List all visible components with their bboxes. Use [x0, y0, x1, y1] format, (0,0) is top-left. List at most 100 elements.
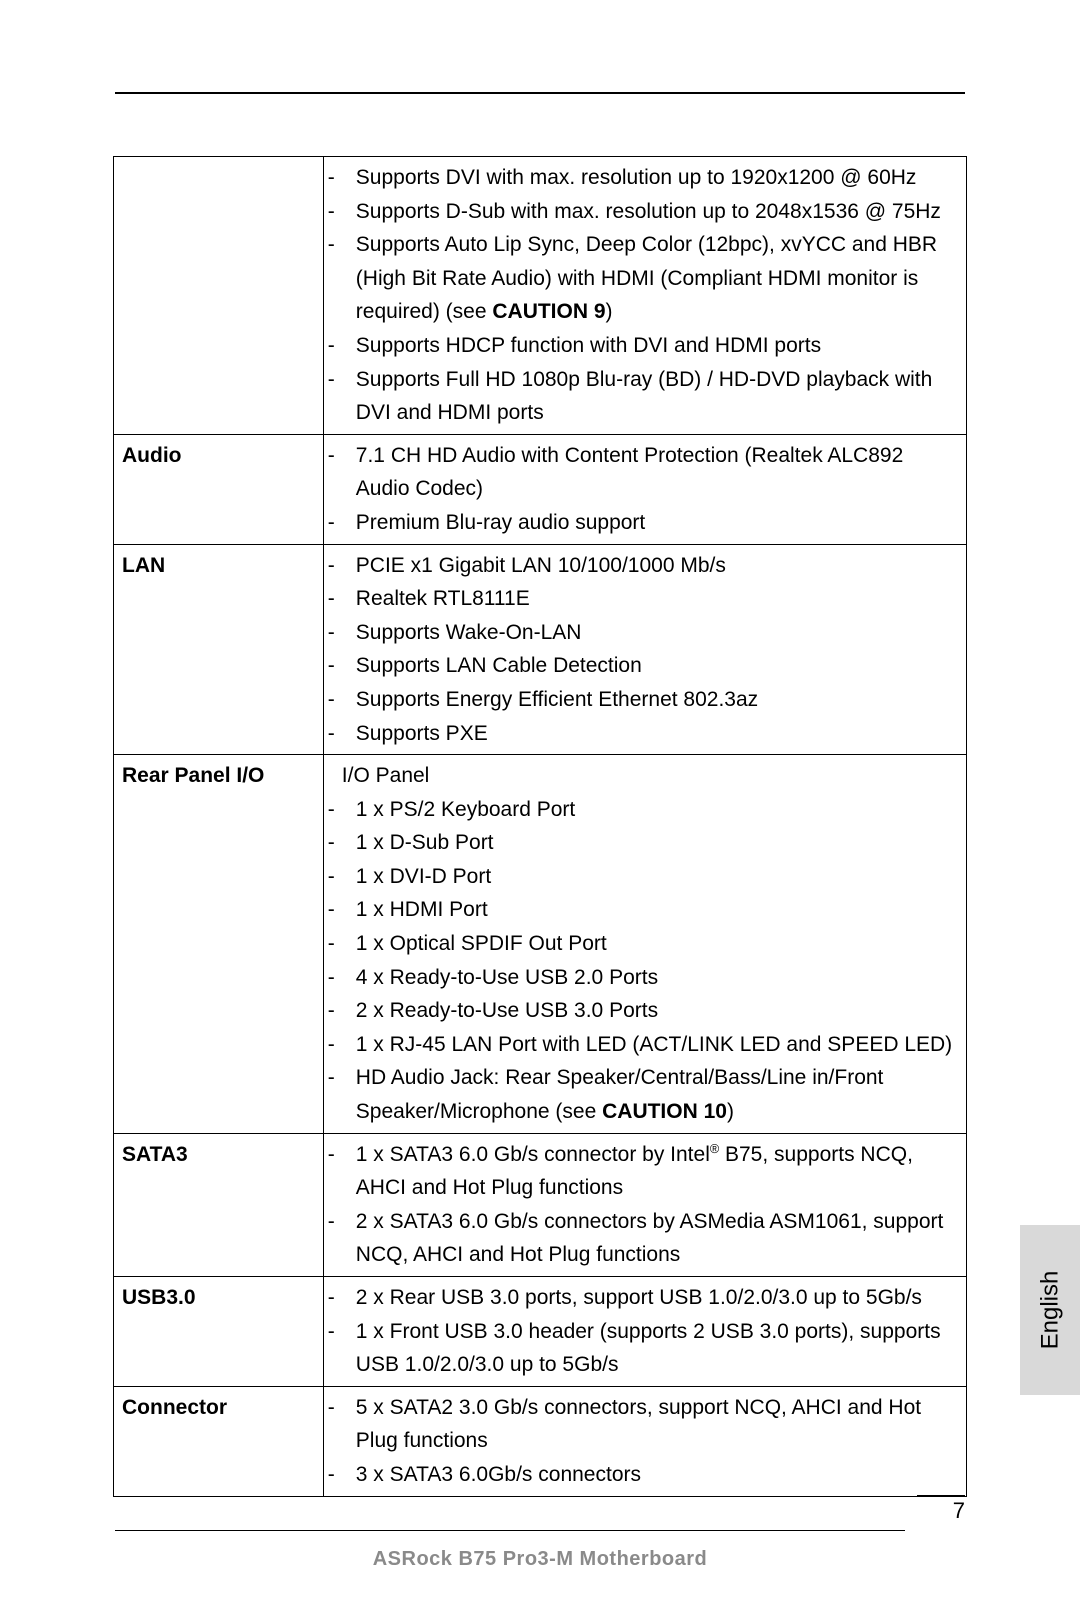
dash-icon: -	[342, 228, 356, 262]
spec-value: - 5 x SATA2 3.0 Gb/s connectors, support…	[323, 1386, 966, 1496]
dash-icon: -	[342, 439, 356, 473]
spec-item: - Supports Auto Lip Sync, Deep Color (12…	[332, 228, 960, 329]
spec-item: - 1 x PS/2 Keyboard Port	[332, 793, 960, 827]
spec-label: SATA3	[114, 1133, 324, 1276]
spec-item: - 2 x Rear USB 3.0 ports, support USB 1.…	[332, 1281, 960, 1315]
language-tab-label: English	[1036, 1271, 1064, 1350]
spec-item: - 1 x HDMI Port	[332, 893, 960, 927]
spec-value: I/O Panel- 1 x PS/2 Keyboard Port- 1 x D…	[323, 755, 966, 1134]
spec-item: - 2 x Ready-to-Use USB 3.0 Ports	[332, 994, 960, 1028]
top-rule	[115, 92, 965, 94]
dash-icon: -	[342, 1458, 356, 1492]
spec-label: USB3.0	[114, 1277, 324, 1387]
spec-item: - Supports Full HD 1080p Blu-ray (BD) / …	[332, 363, 960, 430]
dash-icon: -	[342, 1028, 356, 1062]
spec-text: Premium Blu-ray audio support	[356, 511, 645, 534]
spec-table: - Supports DVI with max. resolution up t…	[113, 156, 967, 1497]
dash-icon: -	[342, 1138, 356, 1172]
dash-icon: -	[342, 506, 356, 540]
spec-item: - Realtek RTL8111E	[332, 582, 960, 616]
dash-icon: -	[342, 683, 356, 717]
page-number-rule	[917, 1495, 965, 1496]
spec-text: )	[606, 300, 613, 323]
spec-item: - 1 x SATA3 6.0 Gb/s connector by Intel®…	[332, 1138, 960, 1205]
spec-value: - 7.1 CH HD Audio with Content Protectio…	[323, 434, 966, 544]
spec-item: - PCIE x1 Gigabit LAN 10/100/1000 Mb/s	[332, 549, 960, 583]
spec-label: Connector	[114, 1386, 324, 1496]
bottom-rule	[115, 1530, 905, 1531]
spec-item: - Supports LAN Cable Detection	[332, 649, 960, 683]
dash-icon: -	[342, 994, 356, 1028]
spec-item: - Premium Blu-ray audio support	[332, 506, 960, 540]
table-row: SATA3- 1 x SATA3 6.0 Gb/s connector by I…	[114, 1133, 967, 1276]
dash-icon: -	[342, 717, 356, 751]
dash-icon: -	[342, 1281, 356, 1315]
spec-text: PCIE x1 Gigabit LAN 10/100/1000 Mb/s	[356, 554, 726, 577]
spec-text: 2 x Rear USB 3.0 ports, support USB 1.0/…	[356, 1286, 922, 1309]
spec-text: 7.1 CH HD Audio with Content Protection …	[356, 444, 903, 501]
spec-item: - HD Audio Jack: Rear Speaker/Central/Ba…	[332, 1061, 960, 1128]
language-tab: English	[1020, 1225, 1080, 1395]
spec-text: Supports Auto Lip Sync, Deep Color (12bp…	[356, 233, 937, 323]
spec-text: Supports HDCP function with DVI and HDMI…	[356, 334, 821, 357]
spec-text: Supports LAN Cable Detection	[356, 654, 642, 677]
caution-text: CAUTION 9	[492, 300, 605, 323]
dash-icon: -	[342, 616, 356, 650]
dash-icon: -	[342, 363, 356, 397]
page-number: 7	[953, 1498, 965, 1524]
spec-item: - 1 x Optical SPDIF Out Port	[332, 927, 960, 961]
spec-item: - 1 x D-Sub Port	[332, 826, 960, 860]
spec-text: 1 x HDMI Port	[356, 898, 488, 921]
dash-icon: -	[342, 649, 356, 683]
spec-text: Supports Full HD 1080p Blu-ray (BD) / HD…	[356, 368, 933, 425]
dash-icon: -	[342, 793, 356, 827]
table-row: Rear Panel I/OI/O Panel- 1 x PS/2 Keyboa…	[114, 755, 967, 1134]
spec-text: Supports Energy Efficient Ethernet 802.3…	[356, 688, 758, 711]
spec-item: - Supports DVI with max. resolution up t…	[332, 161, 960, 195]
spec-text: )	[727, 1100, 734, 1123]
spec-value: - 1 x SATA3 6.0 Gb/s connector by Intel®…	[323, 1133, 966, 1276]
spec-label: Audio	[114, 434, 324, 544]
table-row: Connector- 5 x SATA2 3.0 Gb/s connectors…	[114, 1386, 967, 1496]
spec-item: - Supports Wake-On-LAN	[332, 616, 960, 650]
spec-item: I/O Panel	[332, 759, 960, 793]
dash-icon: -	[342, 961, 356, 995]
spec-item: - 1 x RJ-45 LAN Port with LED (ACT/LINK …	[332, 1028, 960, 1062]
spec-item: - 1 x DVI-D Port	[332, 860, 960, 894]
dash-icon: -	[342, 195, 356, 229]
spec-text: Realtek RTL8111E	[356, 587, 530, 610]
dash-icon: -	[342, 893, 356, 927]
spec-label: Rear Panel I/O	[114, 755, 324, 1134]
table-row: Audio- 7.1 CH HD Audio with Content Prot…	[114, 434, 967, 544]
spec-item: - 7.1 CH HD Audio with Content Protectio…	[332, 439, 960, 506]
spec-text: 1 x DVI-D Port	[356, 865, 491, 888]
spec-text: 2 x Ready-to-Use USB 3.0 Ports	[356, 999, 658, 1022]
spec-text: 1 x SATA3 6.0 Gb/s connector by Intel	[356, 1143, 710, 1166]
spec-label	[114, 157, 324, 435]
spec-item: - 3 x SATA3 6.0Gb/s connectors	[332, 1458, 960, 1492]
dash-icon: -	[342, 927, 356, 961]
spec-text: 1 x PS/2 Keyboard Port	[356, 798, 575, 821]
dash-icon: -	[342, 1391, 356, 1425]
spec-item: - 4 x Ready-to-Use USB 2.0 Ports	[332, 961, 960, 995]
spec-item: - Supports HDCP function with DVI and HD…	[332, 329, 960, 363]
dash-icon: -	[342, 329, 356, 363]
spec-text: 2 x SATA3 6.0 Gb/s connectors by ASMedia…	[356, 1210, 944, 1267]
spec-table-body: - Supports DVI with max. resolution up t…	[114, 157, 967, 1497]
spec-text: 1 x RJ-45 LAN Port with LED (ACT/LINK LE…	[356, 1033, 952, 1056]
spec-text: 5 x SATA2 3.0 Gb/s connectors, support N…	[356, 1396, 921, 1453]
superscript: ®	[710, 1142, 719, 1156]
spec-item: - Supports D-Sub with max. resolution up…	[332, 195, 960, 229]
spec-value: - 2 x Rear USB 3.0 ports, support USB 1.…	[323, 1277, 966, 1387]
footer-text: ASRock B75 Pro3-M Motherboard	[0, 1548, 1080, 1571]
dash-icon: -	[342, 1061, 356, 1095]
spec-text: Supports DVI with max. resolution up to …	[356, 166, 917, 189]
spec-label: LAN	[114, 544, 324, 755]
spec-text: Supports PXE	[356, 722, 488, 745]
table-row: - Supports DVI with max. resolution up t…	[114, 157, 967, 435]
caution-text: CAUTION 10	[602, 1100, 727, 1123]
spec-text: 4 x Ready-to-Use USB 2.0 Ports	[356, 966, 658, 989]
dash-icon: -	[342, 1315, 356, 1349]
spec-item: - 5 x SATA2 3.0 Gb/s connectors, support…	[332, 1391, 960, 1458]
spec-item: - 2 x SATA3 6.0 Gb/s connectors by ASMed…	[332, 1205, 960, 1272]
